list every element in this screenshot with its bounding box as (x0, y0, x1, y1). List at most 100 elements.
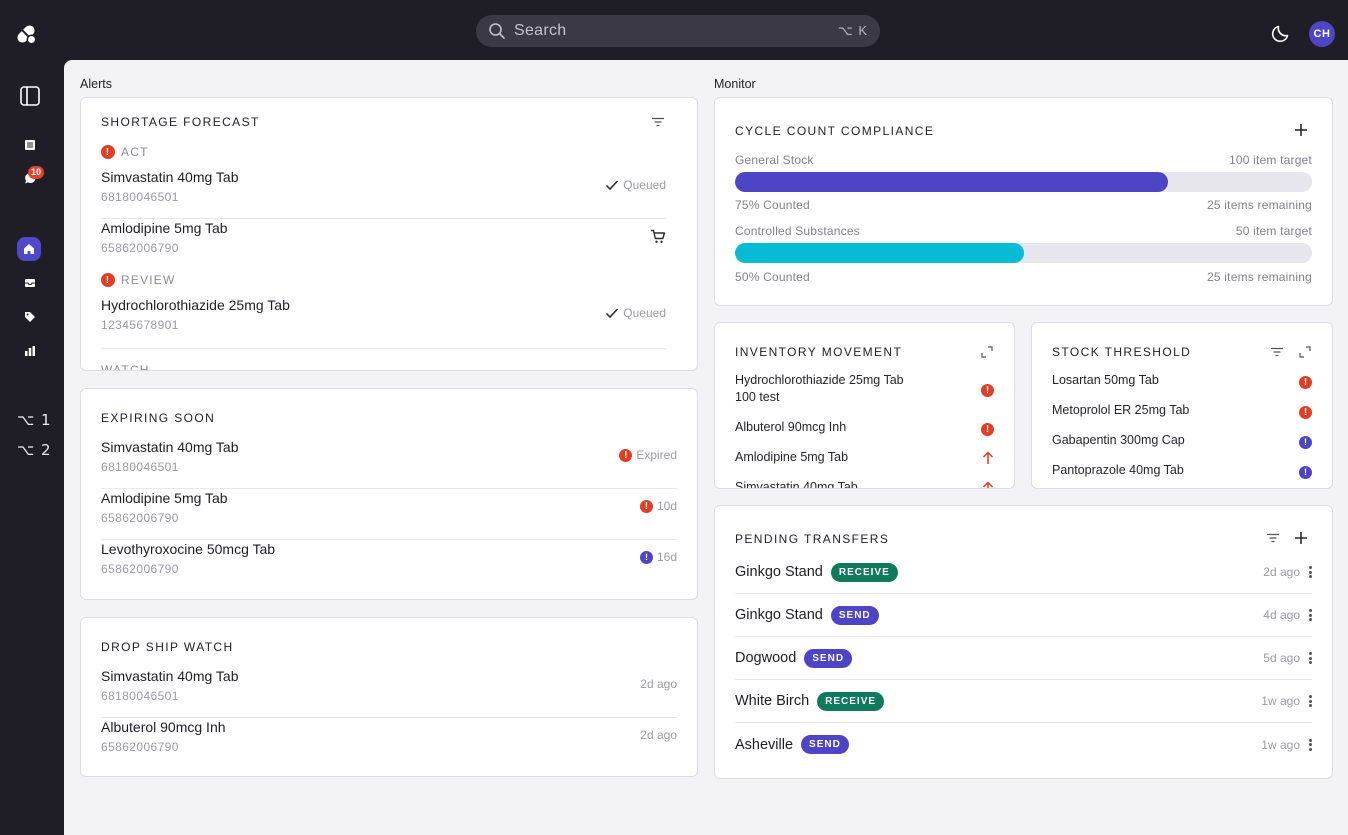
transfer-location: White Birch (735, 693, 810, 709)
drop-ship-watch-card: DROP SHIP WATCH Simvastatin 40mg Tab 681… (80, 617, 698, 777)
list-item[interactable]: Simvastatin 40mg Tab 68180046501 ! Expir… (101, 439, 677, 489)
transfer-row[interactable]: Dogwood SEND 5d ago (735, 637, 1312, 680)
progress-remaining: 25 items remaining (1207, 270, 1312, 284)
transfer-row[interactable]: Ginkgo Stand RECEIVE 2d ago (735, 551, 1312, 594)
list-item[interactable]: Levothyroxocine 50mcg Tab 65862006790 ! … (101, 541, 677, 591)
item-code: 65862006790 (101, 241, 179, 255)
search-icon (488, 22, 506, 40)
tag-icon (25, 312, 35, 322)
transfer-location: Ginkgo Stand (735, 564, 823, 580)
info-icon: ! (639, 550, 653, 564)
list-item[interactable]: Albuterol 90mcg Inh 65862006790 2d ago (101, 719, 677, 769)
add-icon[interactable] (1292, 121, 1310, 139)
list-item[interactable]: Hydrochlorothiazide 25mg Tab 12345678901… (101, 297, 666, 349)
item-code: 65862006790 (101, 740, 179, 754)
item-name: Hydrochlorothiazide 25mg Tab (101, 297, 290, 313)
sidebar-item-tags[interactable] (16, 303, 44, 331)
alert-icon: ! (639, 499, 653, 513)
list-item[interactable]: Amlodipine 5mg Tab 65862006790 (101, 220, 666, 270)
list-item[interactable]: Pantoprazole 40mg Tab ! (1052, 463, 1312, 479)
alert-icon: ! (1299, 404, 1312, 419)
card-title: INVENTORY MOVEMENT (735, 345, 903, 359)
card-title: DROP SHIP WATCH (101, 640, 234, 654)
item-name: Levothyroxocine 50mcg Tab (101, 541, 276, 557)
alert-icon: ! (981, 382, 994, 397)
expand-icon[interactable] (978, 343, 996, 361)
general-stock-progress-bar (735, 172, 1312, 192)
progress-fill (735, 243, 1024, 263)
list-item[interactable]: Gabapentin 300mg Cap ! (1052, 433, 1312, 449)
list-item[interactable]: Simvastatin 40mg Tab 68180046501 2d ago (101, 668, 677, 718)
more-options-icon[interactable] (1308, 609, 1312, 621)
expand-icon[interactable] (1296, 343, 1314, 361)
item-status: ! 16d (639, 550, 677, 564)
info-icon: ! (1299, 464, 1312, 479)
sidebar-toggle-icon[interactable] (16, 82, 44, 110)
transfer-location: Ginkgo Stand (735, 607, 823, 623)
progress-fill (735, 172, 1168, 192)
list-icon[interactable] (16, 131, 44, 159)
list-item[interactable]: Metoprolol ER 25mg Tab ! (1052, 403, 1312, 419)
cycle-count-card: CYCLE COUNT COMPLIANCE General Stock 100… (714, 97, 1333, 306)
shortcut-1[interactable]: ⌥ 1 (17, 411, 52, 429)
filter-icon[interactable] (649, 113, 667, 131)
top-bar: ⌥ K CH (0, 0, 1348, 60)
dark-mode-toggle-icon[interactable] (1270, 22, 1292, 44)
transfer-time: 5d ago (1263, 651, 1300, 665)
messages-badge: 10 (28, 166, 45, 179)
item-status: ! Expired (619, 448, 677, 462)
item-name: Amlodipine 5mg Tab (101, 490, 228, 506)
list-item[interactable]: Losartan 50mg Tab ! (1052, 373, 1312, 389)
transfer-row[interactable]: Ginkgo Stand SEND 4d ago (735, 594, 1312, 637)
transfer-row[interactable]: Asheville SEND 1w ago (735, 723, 1312, 766)
more-options-icon[interactable] (1308, 652, 1312, 664)
filter-icon[interactable] (1268, 343, 1286, 361)
more-options-icon[interactable] (1308, 695, 1312, 707)
more-options-icon[interactable] (1308, 566, 1312, 578)
group-label-review: ! REVIEW (101, 273, 176, 287)
list-item[interactable]: Albuterol 90mcg Inh ! (735, 420, 994, 436)
list-item[interactable]: Simvastatin 40mg Tab (735, 480, 994, 488)
item-name: Pantoprazole 40mg Tab (1052, 463, 1184, 477)
sidebar-item-reports[interactable] (16, 337, 44, 365)
expiring-soon-card: EXPIRING SOON Simvastatin 40mg Tab 68180… (80, 388, 698, 600)
more-options-icon[interactable] (1308, 738, 1312, 751)
progress-counted: 75% Counted (735, 198, 810, 212)
bar-chart-icon (25, 346, 35, 356)
shortcut-2[interactable]: ⌥ 2 (17, 441, 52, 459)
transfer-location: Asheville (735, 736, 794, 753)
list-item[interactable]: Amlodipine 5mg Tab 65862006790 ! 10d (101, 490, 677, 540)
transfer-location: Dogwood (735, 650, 797, 666)
item-code: 68180046501 (101, 190, 179, 204)
search-bar[interactable]: ⌥ K (476, 15, 880, 47)
item-name: Losartan 50mg Tab (1052, 373, 1159, 387)
group-label-text: ACT (121, 145, 149, 159)
search-input[interactable] (514, 22, 838, 40)
list-item[interactable]: Hydrochlorothiazide 25mg Tab 100 test ! (735, 373, 994, 407)
list-item[interactable]: Amlodipine 5mg Tab (735, 450, 994, 464)
sidebar: 10 ⌥ 1 ⌥ 2 (0, 60, 64, 835)
item-name: Hydrochlorothiazide 25mg Tab (735, 373, 904, 387)
check-icon (606, 180, 619, 191)
add-icon[interactable] (1292, 529, 1310, 547)
app-logo-icon[interactable] (14, 22, 38, 46)
avatar[interactable]: CH (1309, 21, 1335, 47)
transfer-row[interactable]: White Birch RECEIVE 1w ago (735, 680, 1312, 723)
item-code: 65862006790 (101, 511, 179, 525)
alert-icon: ! (1299, 374, 1312, 389)
alerts-section-label: Alerts (80, 77, 112, 91)
list-item[interactable]: Simvastatin 40mg Tab 68180046501 Queued (101, 169, 666, 219)
send-badge: SEND (804, 648, 853, 668)
sidebar-item-inbox[interactable] (16, 269, 44, 297)
sidebar-item-home[interactable] (17, 237, 41, 261)
transfer-time: 4d ago (1263, 608, 1300, 622)
cart-icon[interactable] (650, 229, 666, 244)
progress-counted: 50% Counted (735, 270, 810, 284)
card-title: PENDING TRANSFERS (735, 532, 890, 546)
main-content: Alerts SHORTAGE FORECAST ! ACT Simvastat… (64, 60, 1348, 835)
alert-icon: ! (981, 421, 994, 436)
pending-transfers-card: PENDING TRANSFERS Ginkgo Stand RECEIVE 2… (714, 505, 1333, 779)
item-status: Queued (605, 178, 666, 192)
card-title: EXPIRING SOON (101, 411, 216, 425)
filter-icon[interactable] (1264, 529, 1282, 547)
